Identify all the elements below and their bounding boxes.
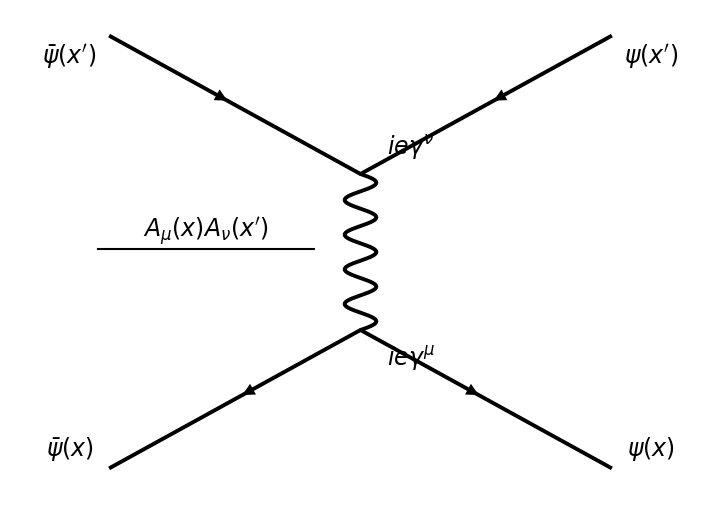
Text: $A_{\mu}(x)A_{\nu}(x')$: $A_{\mu}(x)A_{\nu}(x')$ [143, 215, 269, 247]
Text: $\bar{\psi}(x)$: $\bar{\psi}(x)$ [45, 434, 94, 463]
Text: $ie\gamma^{\nu}$: $ie\gamma^{\nu}$ [387, 132, 434, 162]
Text: $ie\gamma^{\mu}$: $ie\gamma^{\mu}$ [386, 343, 435, 373]
Text: $\bar{\psi}(x')$: $\bar{\psi}(x')$ [43, 42, 97, 71]
Text: $\psi(x)$: $\psi(x)$ [627, 434, 676, 463]
Text: $\psi(x')$: $\psi(x')$ [624, 42, 678, 71]
